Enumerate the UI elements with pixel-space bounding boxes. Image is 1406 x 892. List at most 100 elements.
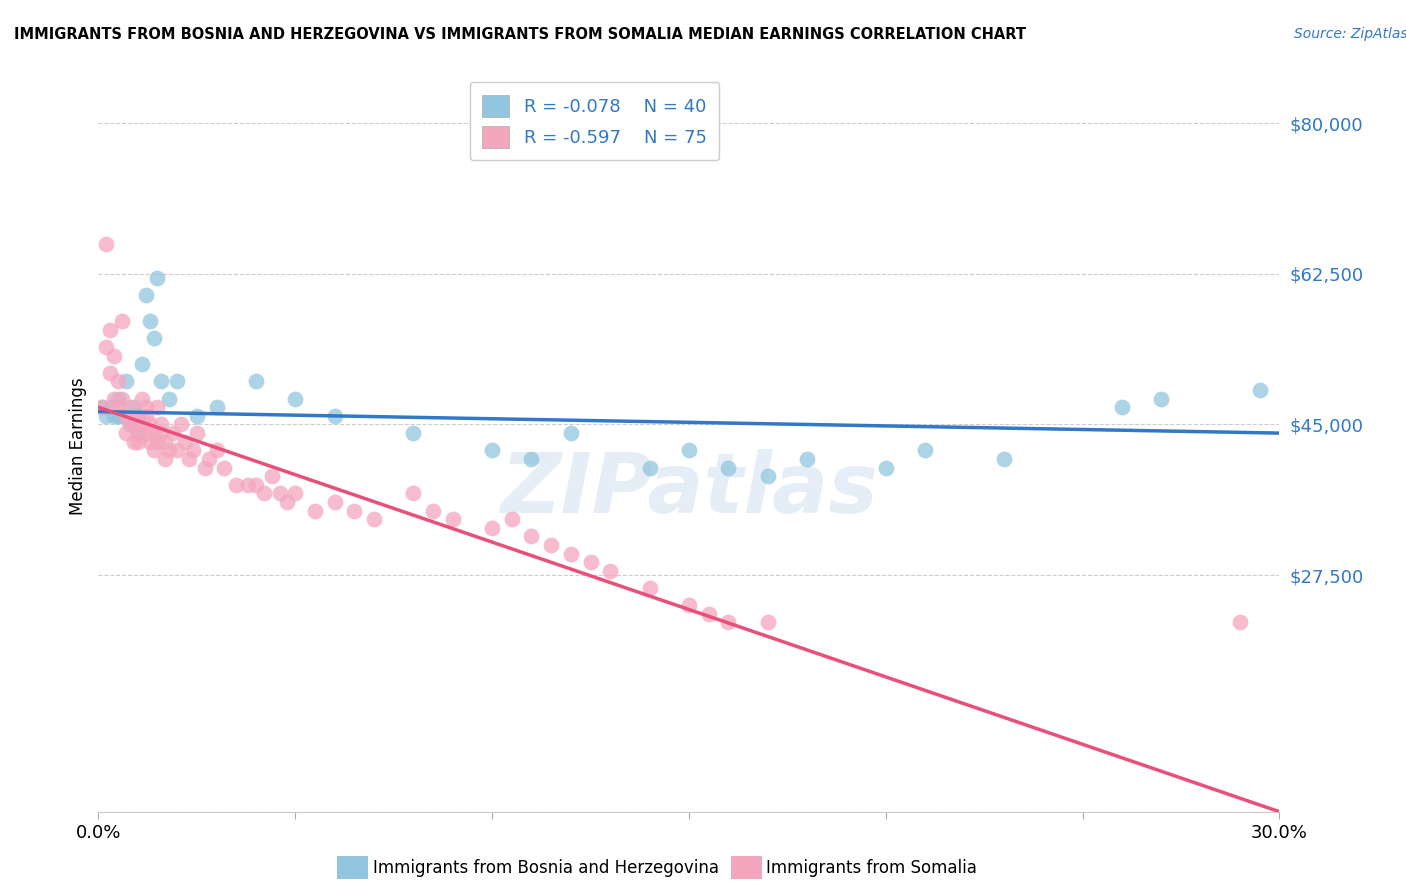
Point [122,417,145,432]
Point [127,426,149,441]
Point [111,392,134,406]
Point [146,434,169,449]
Point [756,615,779,630]
Point [91,401,114,415]
Point [96,340,118,354]
Point [138,417,160,432]
Point [284,392,307,406]
Point [402,426,425,441]
Point [150,417,173,432]
Point [205,443,228,458]
Point [186,426,208,441]
Point [146,271,169,285]
Point [599,564,621,578]
Point [98,366,121,380]
Text: Immigrants from Bosnia and Herzegovina: Immigrants from Bosnia and Herzegovina [373,859,718,877]
Text: Source: ZipAtlas.com: Source: ZipAtlas.com [1294,27,1406,41]
Point [1150,392,1173,406]
Point [481,521,503,535]
Y-axis label: Median Earnings: Median Earnings [69,377,87,515]
Point [157,392,180,406]
Point [127,409,149,423]
Point [402,486,425,500]
Point [138,434,160,449]
Text: Immigrants from Somalia: Immigrants from Somalia [766,859,977,877]
Point [1229,615,1251,630]
Point [181,443,204,458]
Point [166,443,188,458]
Point [118,417,141,432]
Point [91,401,114,415]
Point [186,409,208,423]
Point [150,426,173,441]
Point [115,426,138,441]
Point [131,392,153,406]
Point [142,426,165,441]
Point [107,375,129,389]
Point [875,460,897,475]
Point [107,401,129,415]
Point [98,401,121,415]
Point [697,607,720,621]
Point [131,417,153,432]
Point [135,401,157,415]
Text: IMMIGRANTS FROM BOSNIA AND HERZEGOVINA VS IMMIGRANTS FROM SOMALIA MEDIAN EARNING: IMMIGRANTS FROM BOSNIA AND HERZEGOVINA V… [14,27,1026,42]
Point [107,392,129,406]
Point [236,477,259,491]
Point [111,409,134,423]
Point [103,409,125,423]
Point [214,460,236,475]
Point [122,434,145,449]
Point [540,538,562,552]
Point [127,434,149,449]
Point [98,323,121,337]
Point [323,495,346,509]
Point [135,426,157,441]
Point [103,349,125,363]
Point [717,460,740,475]
Point [111,314,134,328]
Point [138,314,160,328]
Point [96,236,118,251]
Point [260,469,283,483]
Point [135,288,157,302]
Point [1111,401,1133,415]
Point [118,417,141,432]
Point [225,477,247,491]
Point [993,451,1015,466]
Point [162,426,184,441]
Point [253,486,276,500]
Point [323,409,346,423]
Point [501,512,523,526]
Point [481,443,503,458]
Point [155,434,177,449]
Point [150,375,173,389]
Text: ZIPatlas: ZIPatlas [501,450,877,531]
Point [142,443,165,458]
Point [269,486,291,500]
Point [276,495,298,509]
Point [174,434,197,449]
Point [678,598,700,612]
Point [170,417,193,432]
Point [560,547,582,561]
Point [717,615,740,630]
Point [638,460,661,475]
Point [115,409,138,423]
Point [157,443,180,458]
Point [304,503,326,517]
Point [118,401,141,415]
Point [520,451,543,466]
Point [284,486,307,500]
Point [796,451,818,466]
Point [343,503,366,517]
Point [363,512,385,526]
Point [122,401,145,415]
Point [146,401,169,415]
Point [678,443,700,458]
Point [914,443,936,458]
Point [560,426,582,441]
Point [96,409,118,423]
Point [155,451,177,466]
Point [166,375,188,389]
